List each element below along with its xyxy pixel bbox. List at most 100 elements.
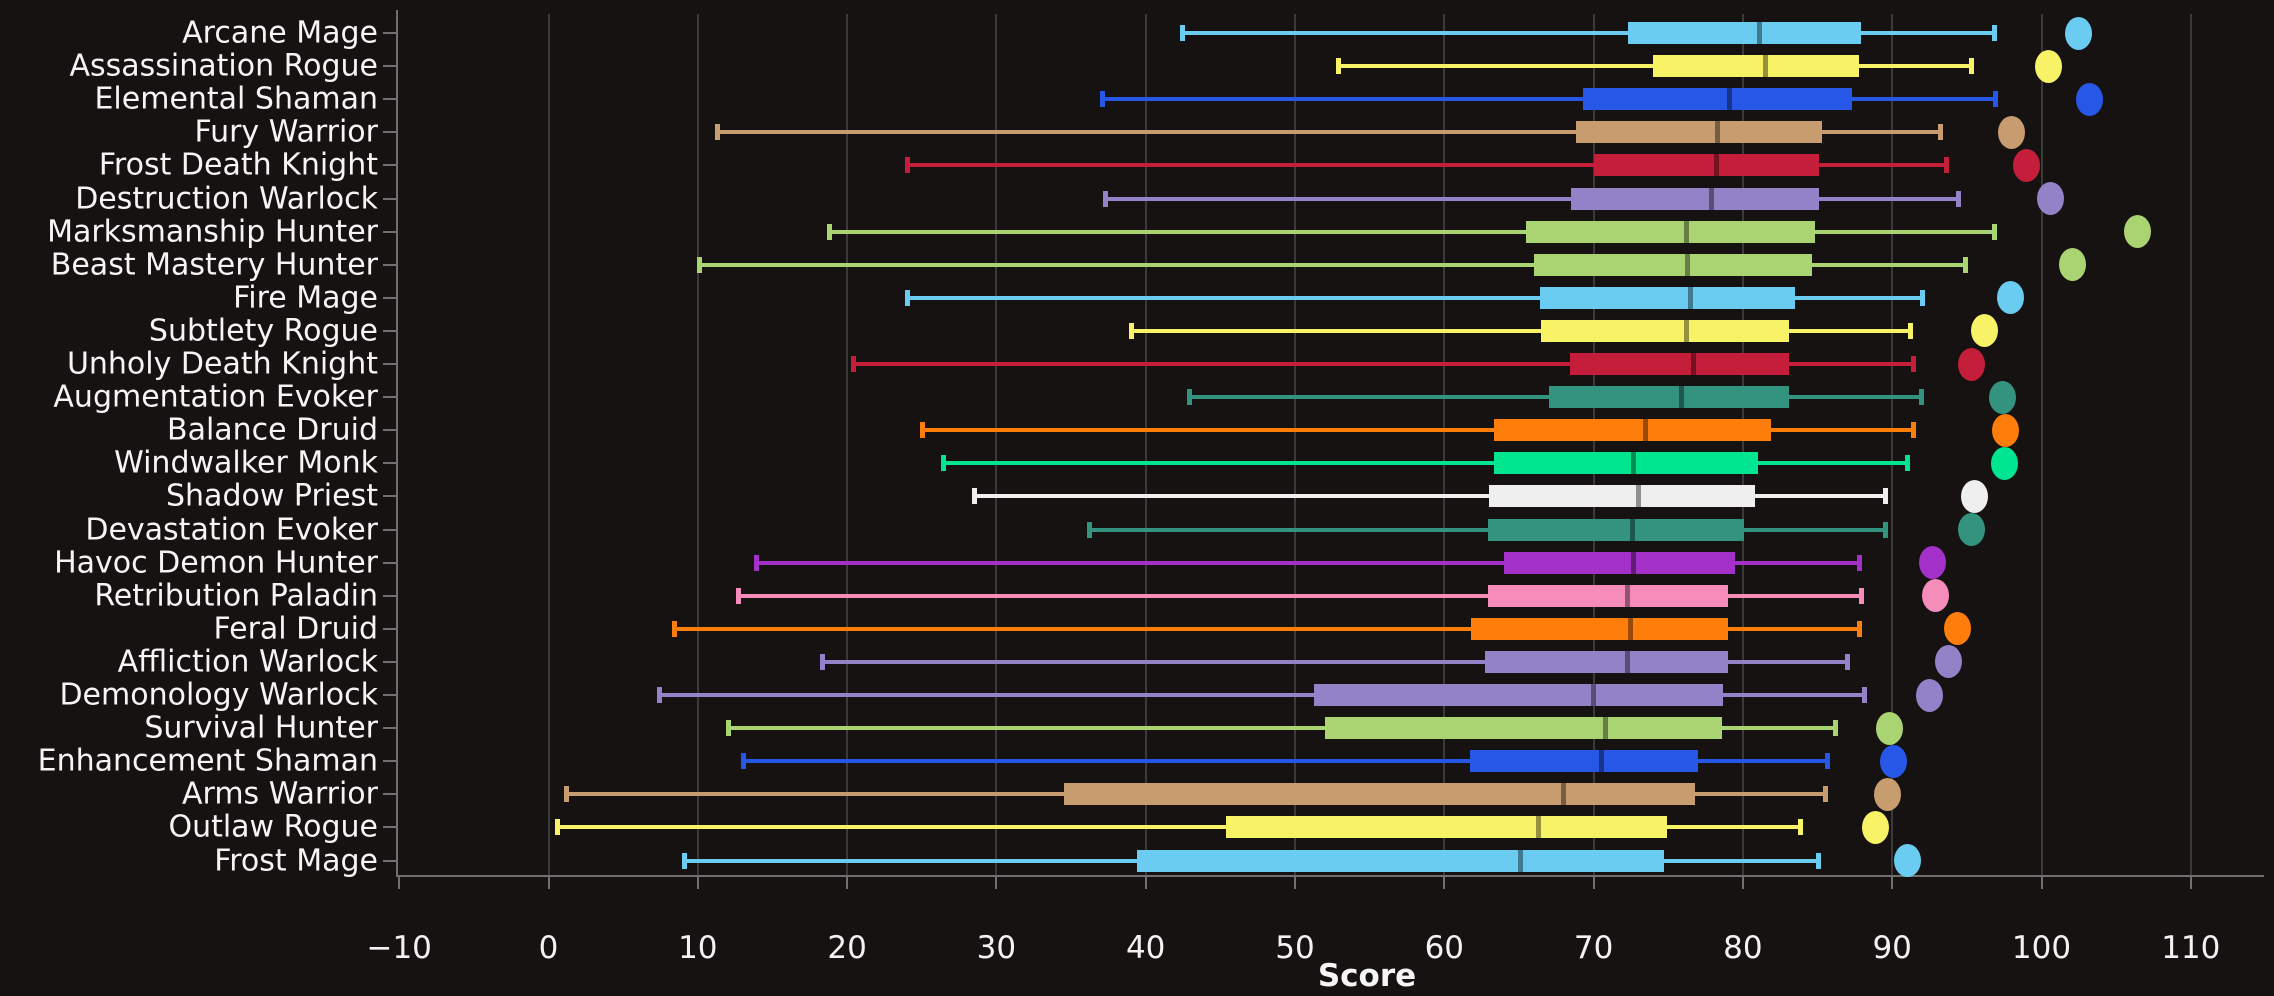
median-line <box>1625 584 1631 607</box>
whisker-line <box>906 163 1946 168</box>
whisker-line <box>727 726 1836 731</box>
whisker-line <box>658 693 1864 697</box>
category-label: Demonology Warlock <box>59 677 378 713</box>
whisker-line <box>853 362 1914 366</box>
y-tick <box>383 859 397 862</box>
median-line <box>1517 849 1523 872</box>
category-label: Arcane Mage <box>182 15 378 51</box>
outlier-dot <box>2013 148 2041 182</box>
x-tick-20 <box>846 877 849 889</box>
whisker-cap-high <box>1911 422 1917 439</box>
y-tick <box>383 528 397 531</box>
outlier-dot <box>1875 711 1903 745</box>
whisker-cap-high <box>1858 587 1864 604</box>
whisker-cap-high <box>1991 25 1997 41</box>
category-label: Beast Mastery Hunter <box>50 247 378 283</box>
x-axis-title: Score <box>1317 958 1417 994</box>
x-tick-label: 80 <box>1723 930 1763 966</box>
category-label: Fire Mage <box>233 280 378 316</box>
whisker-line <box>921 428 1914 433</box>
y-tick <box>383 329 397 332</box>
gridline-30 <box>995 14 998 877</box>
gridline-90 <box>1891 14 1894 877</box>
box <box>1324 717 1722 740</box>
category-label: Balance Druid <box>166 412 378 448</box>
median-line <box>1683 220 1689 243</box>
median-line <box>1762 55 1768 78</box>
whisker-cap-high <box>1857 620 1863 637</box>
box <box>1487 584 1728 607</box>
box <box>1533 253 1812 276</box>
whisker-cap-low <box>851 356 857 372</box>
median-line <box>1709 187 1715 210</box>
whisker-line <box>717 130 1940 135</box>
x-tick-90 <box>1891 877 1894 889</box>
median-line <box>1603 717 1609 740</box>
y-tick <box>383 296 397 299</box>
category-label: Unholy Death Knight <box>66 346 378 382</box>
whisker-cap-high <box>1845 653 1851 670</box>
gridline-40 <box>1144 14 1147 877</box>
category-label: Windwalker Monk <box>114 445 378 481</box>
y-tick <box>383 230 397 233</box>
y-tick <box>383 495 397 498</box>
whisker-cap-low <box>904 157 910 174</box>
gridline-60 <box>1443 14 1446 877</box>
whisker-line <box>738 593 1861 598</box>
gridline-70 <box>1592 14 1595 877</box>
median-line <box>1561 783 1567 806</box>
x-tick-label: 50 <box>1275 930 1315 966</box>
box <box>1575 121 1823 144</box>
whisker-cap-low <box>555 819 561 836</box>
y-tick <box>383 263 397 266</box>
whisker-line <box>821 659 1848 664</box>
y-tick <box>383 594 397 597</box>
gridline-110 <box>2189 14 2192 877</box>
box <box>1583 88 1852 111</box>
outlier-dot <box>1919 546 1946 580</box>
box <box>1571 187 1820 210</box>
category-label: Retribution Paladin <box>94 578 378 614</box>
outlier-dot <box>1990 446 2018 480</box>
box <box>1593 154 1820 177</box>
x-axis-spine <box>396 875 2264 877</box>
whisker-line <box>557 825 1800 830</box>
x-tick-110 <box>2189 877 2192 889</box>
x-tick-label: 0 <box>538 930 559 966</box>
x-tick-40 <box>1144 877 1147 889</box>
x-tick-label: −10 <box>366 930 432 966</box>
median-line <box>1713 154 1719 177</box>
whisker-cap-low <box>656 687 662 703</box>
box <box>1063 783 1696 806</box>
outlier-dot <box>1971 314 1999 348</box>
box <box>1471 617 1728 640</box>
outlier-dot <box>1921 579 1949 613</box>
category-label: Assassination Rogue <box>69 48 378 84</box>
whisker-cap-low <box>697 256 703 273</box>
whisker-cap-high <box>1908 322 1914 339</box>
x-tick-30 <box>995 877 998 889</box>
whisker-cap-low <box>1100 91 1106 108</box>
y-tick <box>383 396 397 399</box>
median-line <box>1628 617 1634 640</box>
median-line <box>1625 650 1631 673</box>
median-line <box>1756 22 1762 44</box>
whisker-cap-high <box>1969 58 1975 75</box>
median-line <box>1631 551 1637 574</box>
box <box>1493 419 1772 442</box>
category-label: Destruction Warlock <box>75 181 378 216</box>
x-tick-label: 40 <box>1125 930 1166 966</box>
whisker-line <box>1105 196 1958 201</box>
outlier-dot <box>1944 612 1972 646</box>
category-label: Enhancement Shaman <box>37 743 378 779</box>
whisker-line <box>673 626 1860 631</box>
whisker-cap-high <box>1797 819 1803 836</box>
gridline-50 <box>1294 14 1296 877</box>
box <box>1489 485 1755 508</box>
median-line <box>1598 750 1604 773</box>
category-label: Fury Warrior <box>194 114 378 150</box>
y-tick <box>383 429 397 432</box>
y-tick <box>383 826 397 829</box>
y-tick <box>383 627 397 630</box>
